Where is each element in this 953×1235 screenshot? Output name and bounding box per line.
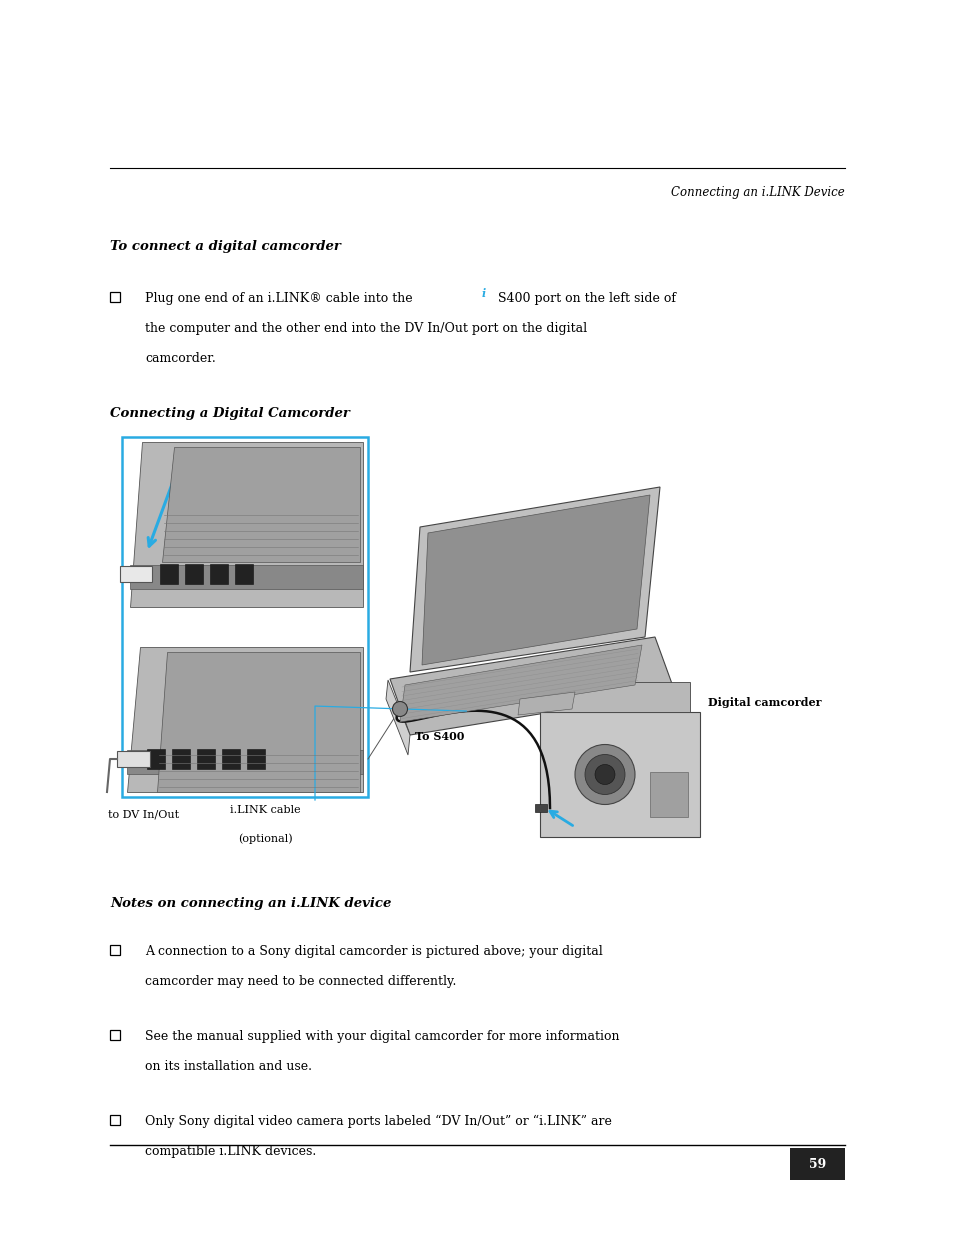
Polygon shape [539, 713, 700, 837]
Polygon shape [117, 751, 150, 767]
Text: To S400: To S400 [127, 755, 176, 766]
Bar [789, 1149, 844, 1179]
Text: i: i [481, 288, 486, 299]
Text: to DV In/Out: to DV In/Out [108, 809, 179, 819]
Text: 59: 59 [808, 1157, 825, 1171]
Polygon shape [130, 564, 363, 589]
Text: i.LINK cable: i.LINK cable [230, 805, 300, 815]
Polygon shape [127, 750, 363, 774]
Text: on its installation and use.: on its installation and use. [145, 1060, 312, 1073]
Polygon shape [539, 682, 689, 713]
Text: Connecting a Digital Camcorder: Connecting a Digital Camcorder [110, 408, 350, 420]
Polygon shape [162, 447, 359, 562]
Text: Connecting an i.LINK Device: Connecting an i.LINK Device [671, 186, 844, 199]
Bar [185, 564, 203, 584]
Polygon shape [157, 652, 359, 792]
Polygon shape [410, 487, 659, 672]
Text: i: i [204, 752, 208, 761]
Polygon shape [130, 442, 363, 606]
Text: S400 port on the left side of: S400 port on the left side of [497, 291, 676, 305]
Bar [234, 564, 253, 584]
Bar [222, 748, 240, 769]
Text: camcorder may need to be connected differently.: camcorder may need to be connected diffe… [145, 974, 456, 988]
Bar [247, 748, 265, 769]
Text: Only Sony digital video camera ports labeled “DV In/Out” or “i.LINK” are: Only Sony digital video camera ports lab… [145, 1115, 611, 1129]
Text: compatible i.LINK devices.: compatible i.LINK devices. [145, 1145, 315, 1158]
Text: See the manual supplied with your digital camcorder for more information: See the manual supplied with your digita… [145, 1030, 618, 1044]
Bar [160, 564, 178, 584]
FancyBboxPatch shape [122, 437, 368, 797]
Text: Plug one end of an i.LINK® cable into the: Plug one end of an i.LINK® cable into th… [145, 291, 413, 305]
Circle shape [595, 764, 615, 784]
Polygon shape [390, 637, 675, 735]
Bar [649, 772, 687, 818]
Bar [147, 748, 165, 769]
Circle shape [584, 755, 624, 794]
Bar [210, 564, 228, 584]
Text: Notes on connecting an i.LINK device: Notes on connecting an i.LINK device [110, 897, 391, 910]
Polygon shape [386, 680, 410, 755]
Bar [535, 804, 546, 811]
Polygon shape [421, 495, 649, 664]
Text: To S400: To S400 [415, 731, 464, 742]
Bar [196, 748, 214, 769]
Circle shape [575, 745, 635, 804]
Text: Digital camcorder: Digital camcorder [707, 697, 821, 708]
Text: (optional): (optional) [237, 832, 292, 844]
Text: To connect a digital camcorder: To connect a digital camcorder [110, 240, 340, 253]
Polygon shape [120, 566, 152, 582]
Bar [172, 748, 190, 769]
Polygon shape [127, 647, 363, 792]
Text: the computer and the other end into the DV In/Out port on the digital: the computer and the other end into the … [145, 322, 586, 335]
Text: A connection to a Sony digital camcorder is pictured above; your digital: A connection to a Sony digital camcorder… [145, 945, 602, 958]
Polygon shape [399, 645, 641, 722]
Circle shape [392, 701, 407, 716]
Text: camcorder.: camcorder. [145, 352, 215, 366]
Polygon shape [517, 692, 575, 715]
